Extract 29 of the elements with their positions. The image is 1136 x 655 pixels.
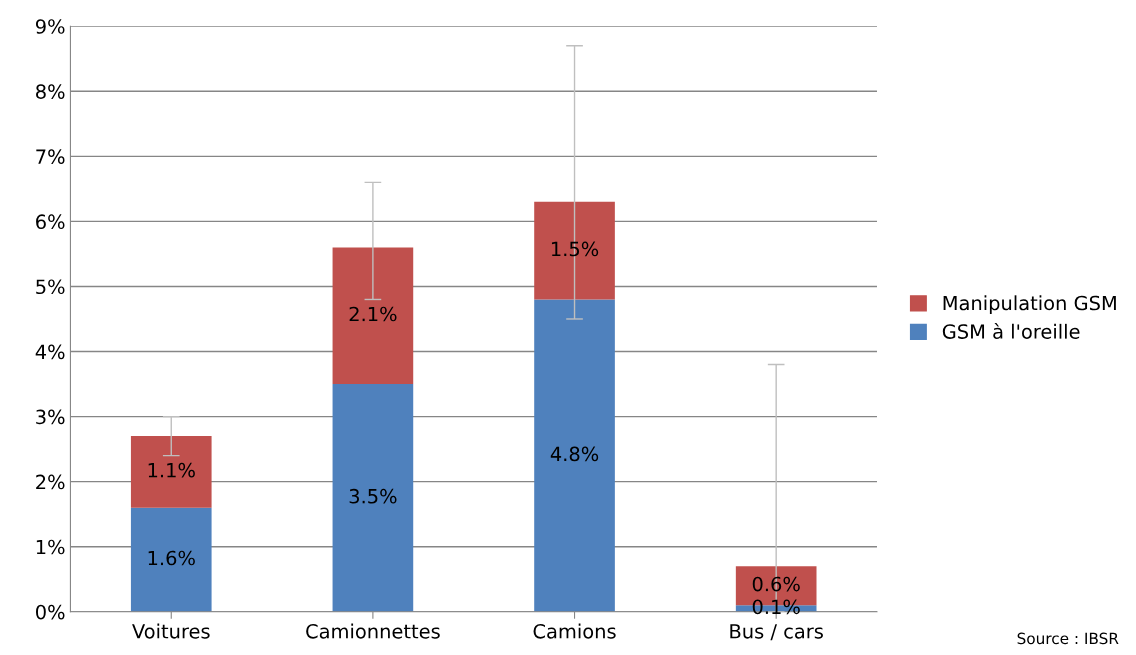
y-tick-label: 5%: [36, 279, 65, 295]
bar: [130, 507, 212, 612]
bar: [534, 299, 615, 612]
legend-label: Manipulation GSM: [943, 295, 1116, 315]
bar: [332, 247, 414, 385]
y-tick-label: 1%: [36, 539, 65, 555]
legend-label: GSM à l'oreille: [942, 323, 1080, 339]
x-tick-label: Bus / cars: [730, 624, 823, 641]
bar: [534, 201, 615, 300]
data-label: 0.6%: [752, 576, 800, 592]
x-tick-label: Voitures: [132, 623, 210, 639]
y-tick-label: 8%: [36, 84, 65, 99]
y-tick-label: 7%: [36, 149, 65, 164]
x-tick-label: Camions: [533, 623, 616, 639]
y-tick-label: 6%: [36, 214, 65, 230]
y-tick-label: 3%: [36, 409, 65, 425]
data-label: 1.1%: [148, 462, 195, 478]
y-tick-label: 4%: [35, 344, 65, 360]
y-tick-label: 2%: [36, 474, 65, 490]
data-label: 2.1%: [349, 306, 397, 322]
data-label: 3.5%: [349, 488, 397, 504]
bar: [130, 436, 212, 508]
data-label: 4.8%: [550, 446, 599, 462]
bar: [332, 384, 414, 612]
data-label: 1.6%: [148, 550, 195, 566]
y-tick-label: 9%: [35, 19, 65, 34]
y-tick-label: 0%: [36, 604, 65, 620]
x-tick-label: Camionnettes: [306, 623, 440, 639]
source-note: Source : IBSR: [1017, 632, 1119, 645]
